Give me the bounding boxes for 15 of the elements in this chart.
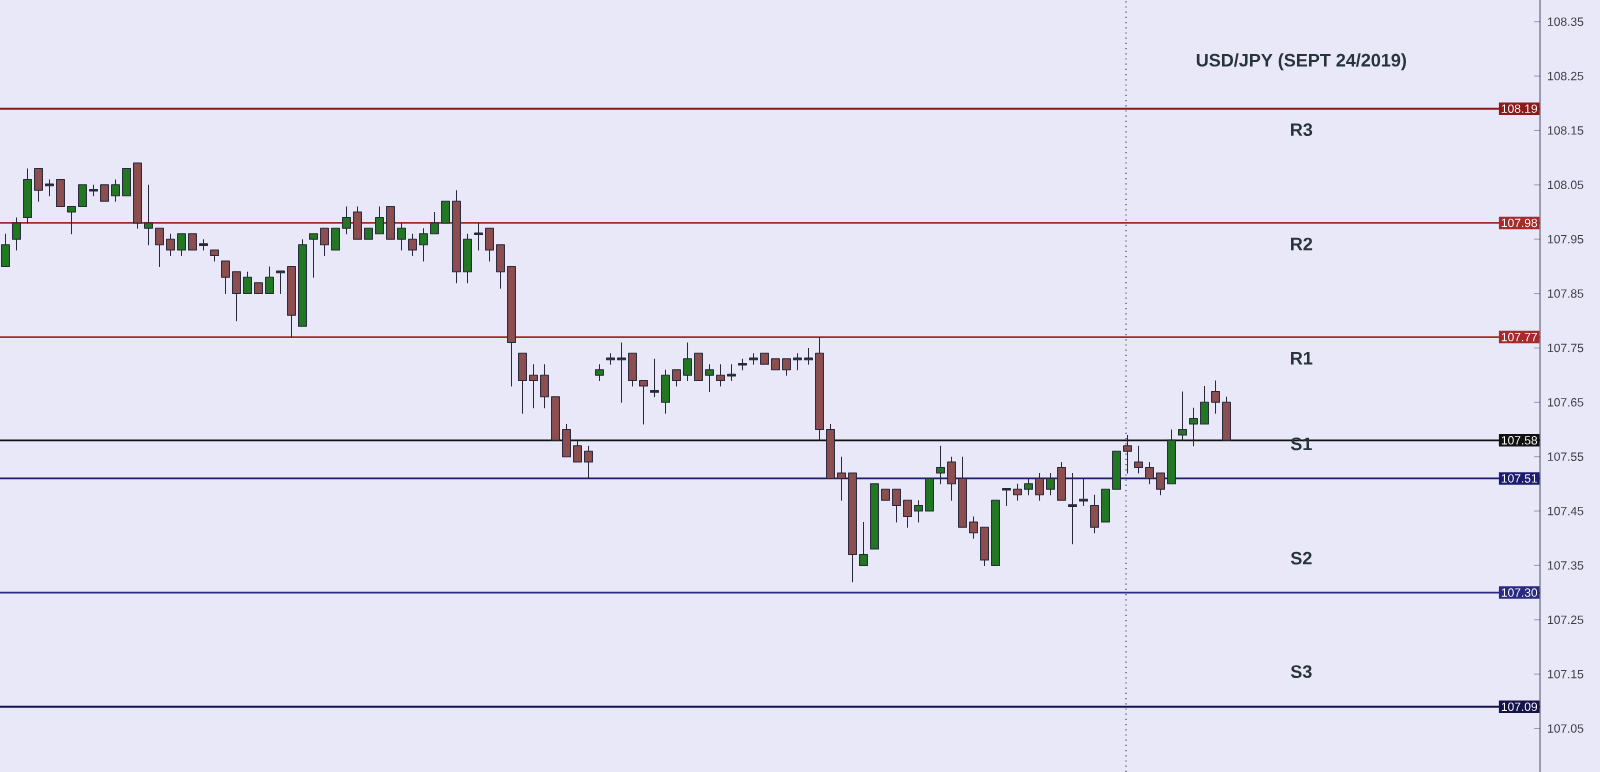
annotation: S1	[1290, 437, 1312, 451]
candlestick	[1079, 477, 1088, 507]
candlestick	[12, 216, 21, 251]
text: USD/JPY (SEPT 24/2019)	[1196, 53, 1406, 71]
annotation: R2	[1291, 237, 1313, 251]
candlestick	[1178, 390, 1187, 441]
candlestick	[595, 363, 604, 382]
candlestick	[210, 249, 219, 262]
annotation: R3	[1291, 123, 1313, 137]
candlestick	[1068, 472, 1077, 545]
candlestick	[738, 358, 747, 371]
annotation: S2	[1290, 551, 1312, 565]
annotation: S3	[1290, 665, 1312, 678]
candlestick	[1, 233, 10, 267]
annotation: R1	[1291, 352, 1313, 365]
